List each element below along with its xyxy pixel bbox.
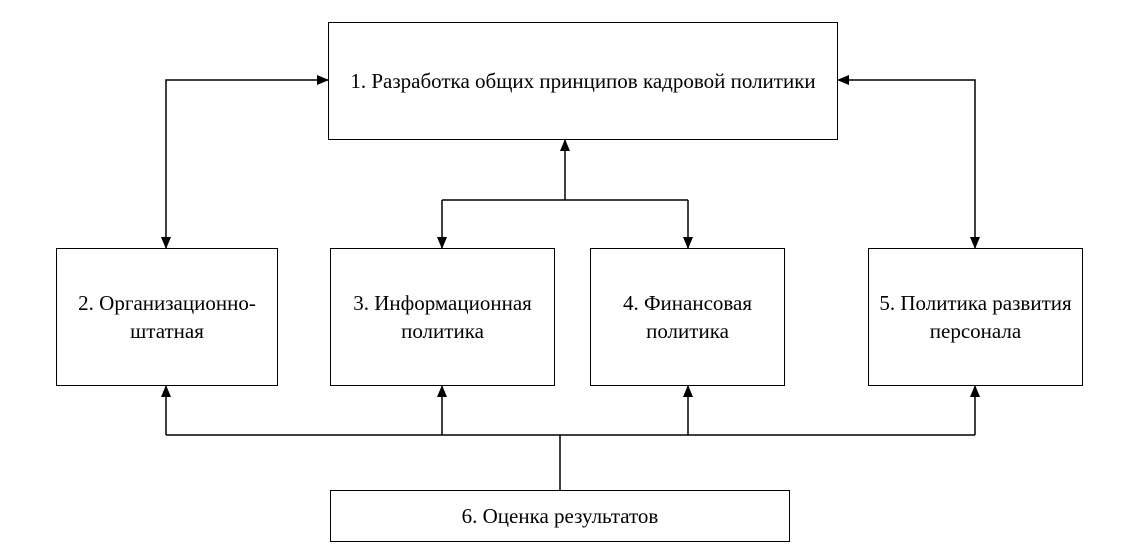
flowchart-canvas: 1. Разработка общих принципов кадровой п…	[0, 0, 1134, 554]
node-3-information: 3. Информационная политика	[330, 248, 555, 386]
node-2-org-staff: 2. Организационно-штатная	[56, 248, 278, 386]
edge-n1-n2	[166, 80, 328, 248]
node-5-development: 5. Политика развития персонала	[868, 248, 1083, 386]
node-1-principles: 1. Разработка общих принципов кадровой п…	[328, 22, 838, 140]
node-4-financial: 4. Финансовая политика	[590, 248, 785, 386]
node-4-label: 4. Финансовая политика	[601, 289, 774, 346]
node-6-label: 6. Оценка результатов	[462, 502, 659, 530]
edge-n1-n5	[838, 80, 975, 248]
node-1-label: 1. Разработка общих принципов кадровой п…	[350, 67, 815, 95]
node-3-label: 3. Информационная политика	[341, 289, 544, 346]
node-5-label: 5. Политика развития персонала	[879, 289, 1072, 346]
node-6-evaluation: 6. Оценка результатов	[330, 490, 790, 542]
node-2-label: 2. Организационно-штатная	[67, 289, 267, 346]
